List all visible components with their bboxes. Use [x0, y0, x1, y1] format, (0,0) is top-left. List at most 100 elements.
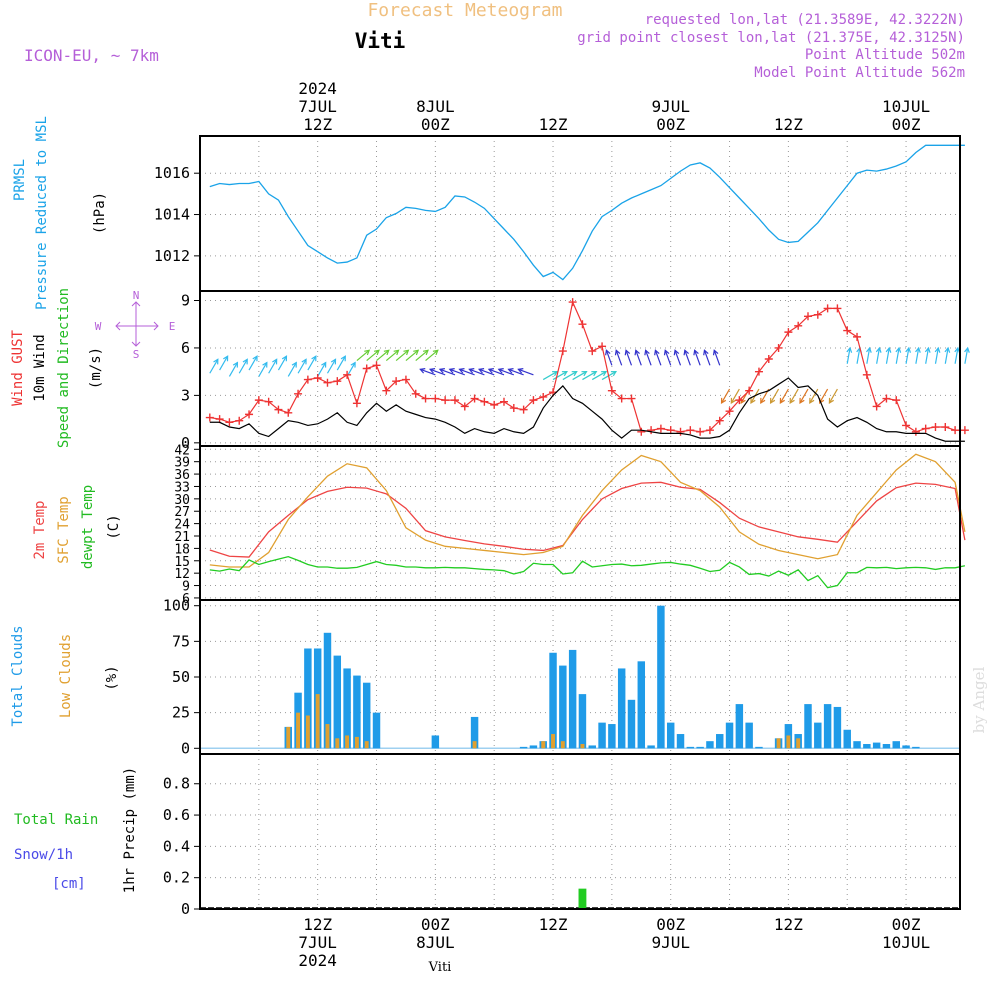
wind-arrow [209, 359, 219, 374]
gust-marker [313, 373, 322, 382]
temp-dew-label: dewpt Temp [80, 485, 96, 569]
wind-arrow [713, 350, 721, 366]
low-cloud-bar [580, 744, 585, 749]
wind-arrow [915, 347, 920, 364]
gust-marker [676, 427, 685, 436]
wind-arrow-head [458, 368, 465, 374]
total-clouds-label: Total Clouds [10, 625, 26, 726]
wind-arrow-head [750, 397, 756, 405]
gust-marker [882, 394, 891, 403]
gust-marker [352, 399, 361, 408]
wind-arrow [905, 347, 910, 364]
wind-arrow [307, 355, 317, 371]
gust-marker [235, 416, 244, 425]
clouds-unit: (%) [104, 665, 120, 690]
wind-arrow [684, 350, 691, 366]
total-cloud-bar [598, 722, 606, 749]
time-label-bottom: 9JUL [651, 933, 690, 952]
wind-arrow [954, 347, 959, 364]
low-cloud-bar [364, 741, 369, 749]
wind-arrow [846, 347, 851, 364]
total-cloud-bar [627, 699, 636, 749]
low-cloud-bar [551, 734, 555, 749]
y-tick-label: 21 [174, 530, 190, 545]
wind-arrow-head [954, 346, 961, 353]
time-label-bottom: 12Z [539, 915, 568, 934]
wind-arrow-head [262, 361, 268, 368]
gust-marker [294, 389, 303, 398]
wind-arrow [439, 368, 456, 376]
gust-marker [598, 342, 607, 351]
low-cloud-bar [541, 741, 546, 749]
model-altitude: Model Point Altitude 562m [754, 65, 965, 81]
wind-arrow [238, 359, 248, 374]
wind-arrow-head [614, 349, 621, 356]
wind-arrow [925, 347, 930, 364]
temp-sfc-label: SFC Temp [56, 496, 72, 563]
total-cloud-bar [588, 745, 596, 749]
wind-arrow [248, 355, 258, 371]
wind-arrow-head [591, 370, 598, 377]
gust-marker [686, 426, 695, 435]
gust-marker [343, 370, 352, 379]
total-cloud-bar [872, 742, 881, 749]
gust-marker [333, 377, 342, 386]
wind-arrow-head [846, 346, 853, 353]
wind-arrow-head [242, 358, 248, 365]
wind-arrow [789, 388, 799, 404]
wind-arrow-head [291, 361, 297, 368]
total-cloud-bar [608, 724, 616, 749]
gust-marker [853, 332, 862, 341]
y-tick-label: 1012 [154, 247, 190, 265]
total-cloud-bar [362, 682, 371, 749]
gust-marker [804, 312, 812, 321]
wind-arrow-head [605, 349, 611, 356]
total-cloud-bar [676, 734, 685, 749]
gust-marker [441, 396, 450, 405]
total-cloud-bar [519, 746, 528, 749]
time-label-top: 10JUL [882, 97, 930, 116]
wind-arrow [376, 349, 390, 362]
wind-arrow-head [252, 355, 258, 362]
wind-arrow-head [422, 349, 429, 356]
time-label-top: 00Z [421, 115, 450, 134]
wind-arrow-head [885, 346, 892, 353]
gust-marker [519, 405, 528, 414]
gust-marker [264, 397, 273, 406]
gust-marker [401, 375, 410, 384]
wind-arrow-head [654, 349, 660, 356]
wind-arrow [876, 347, 881, 364]
panel-pressure: 1012 1014 1016 [154, 135, 965, 292]
wind-arrow [605, 350, 613, 366]
gust-marker [509, 404, 518, 413]
total-cloud-bar [725, 722, 734, 749]
time-label-bottom: 2024 [298, 951, 337, 970]
time-label-bottom: 00Z [421, 915, 450, 934]
gust-marker [480, 397, 489, 406]
time-label-top: 00Z [892, 115, 921, 134]
wind-arrow [518, 368, 534, 376]
y-tick-label: 27 [174, 505, 190, 520]
compass-e: E [169, 320, 176, 333]
gust-marker [921, 424, 930, 433]
wind-arrow [615, 350, 623, 366]
low-cloud-bar [296, 712, 301, 749]
wind-gust-label: Wind GUST [10, 330, 26, 406]
model-label: ICON-EU, ~ 7km [24, 46, 159, 65]
y-tick-label: 6 [182, 592, 190, 607]
gust-marker [725, 407, 734, 416]
wind-arrow [277, 355, 287, 371]
total-cloud-bar [863, 744, 871, 749]
wind-arrow-head [934, 346, 941, 353]
y-tick-label: 9 [181, 291, 190, 309]
temp-2m-label: 2m Temp [32, 500, 48, 559]
gust-marker [460, 402, 469, 411]
wind-arrow-head [944, 346, 951, 353]
gust-marker [362, 364, 371, 373]
time-label-top: 7JUL [298, 97, 337, 116]
y-tick-label: 15 [174, 555, 190, 570]
wind-arrow-head [866, 346, 872, 353]
y-tick-label: 0 [181, 739, 190, 757]
series-dewpt-temp [209, 555, 966, 589]
gust-marker [254, 396, 263, 405]
